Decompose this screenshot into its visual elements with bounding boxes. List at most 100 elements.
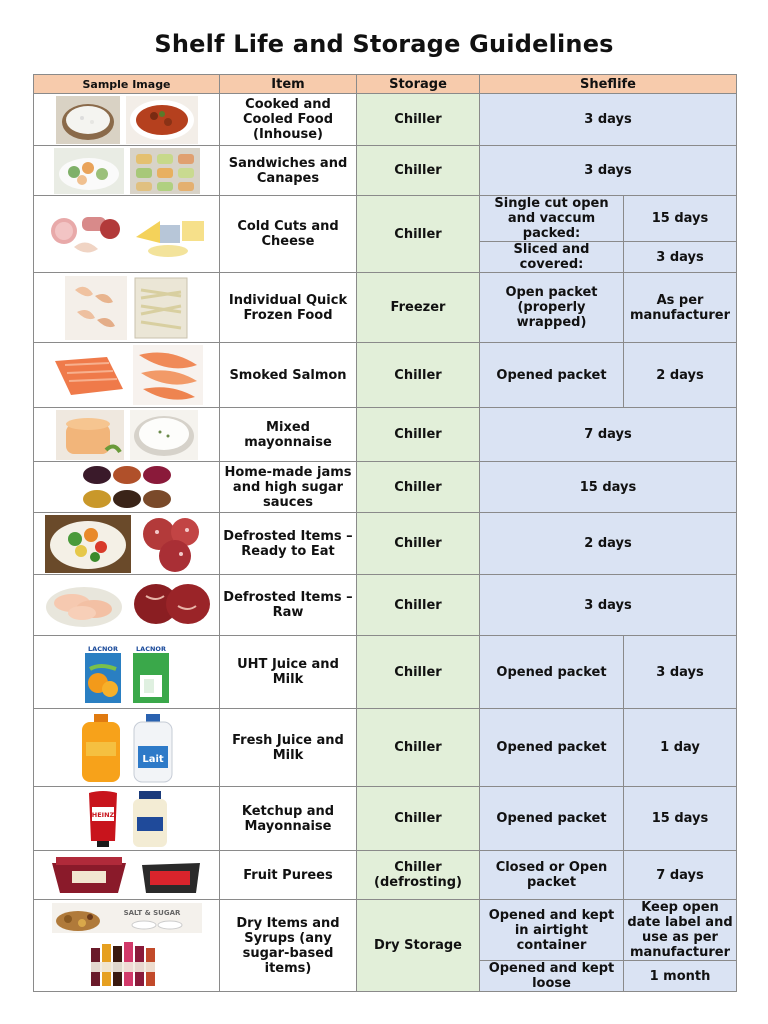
milk-carton-photo: LACNOR — [132, 643, 169, 703]
duration-value: 7 days — [623, 850, 737, 900]
storage-value: Chiller — [356, 145, 480, 196]
uht-brand-2: LACNOR — [136, 645, 166, 653]
sample-image-cell — [33, 93, 220, 146]
storage-value: Chiller — [356, 342, 480, 408]
item-name: Sandwiches and Canapes — [219, 145, 357, 196]
storage-value: Chiller — [356, 574, 480, 636]
storage-value: Freezer — [356, 272, 480, 343]
header-row: Sample Image Item Storage Sheflife — [33, 74, 737, 94]
raw-chicken-photo — [41, 579, 126, 631]
condition-value: Opened packet — [479, 708, 624, 787]
item-name: Individual Quick Frozen Food — [219, 272, 357, 343]
uht-brand-1: LACNOR — [88, 645, 118, 653]
milk-brand: Lait — [142, 754, 164, 765]
table-row: Lait Fresh Juice and Milk Chiller Opened… — [33, 708, 737, 787]
stew-bowl-photo — [125, 95, 198, 144]
sample-image-cell: HEINZ — [33, 786, 220, 851]
sample-image-cell — [33, 407, 220, 462]
salmon-fillet-photo — [50, 347, 127, 403]
header-shelflife: Sheflife — [479, 74, 737, 94]
rice-bowl-photo — [55, 95, 120, 144]
sample-image-cell: Lait — [33, 708, 220, 787]
storage-value: Chiller — [356, 407, 480, 462]
item-name: Cold Cuts and Cheese — [219, 195, 357, 273]
sample-image-cell — [33, 461, 220, 513]
puree-tub-photo — [47, 853, 130, 897]
table-row: Cold Cuts and Cheese Chiller Single cut … — [33, 195, 737, 273]
table-row: Individual Quick Frozen Food Freezer Ope… — [33, 272, 737, 343]
item-name: Defrosted Items – Ready to Eat — [219, 512, 357, 575]
sample-image-cell — [33, 342, 220, 408]
raw-beef-photo — [131, 576, 212, 634]
duration-value: As per manufacturer — [623, 272, 737, 343]
table-row: LACNOR LACNOR UHT Juice and Milk Chiller… — [33, 635, 737, 709]
storage-value: Chiller (defrosting) — [356, 850, 480, 900]
item-name: Fruit Purees — [219, 850, 357, 900]
item-name: Home-made jams and high sugar sauces — [219, 461, 357, 513]
storage-value: Chiller — [356, 635, 480, 709]
syrup-banner: SALT & SUGAR — [123, 909, 180, 917]
condition-value: Closed or Open packet — [479, 850, 624, 900]
duration-value: 3 days — [623, 635, 737, 709]
condition-value: Opened packet — [479, 635, 624, 709]
ketchup-brand: HEINZ — [91, 811, 114, 819]
sample-image-cell — [33, 512, 220, 575]
page-title: Shelf Life and Storage Guidelines — [154, 30, 614, 58]
noodle-bag-photo — [134, 277, 187, 338]
table-row: Home-made jams and high sugar sauces Chi… — [33, 461, 737, 513]
table-row: Sliced and covered: 3 days — [34, 241, 737, 273]
salad-plate-photo — [44, 514, 131, 573]
item-name: UHT Juice and Milk — [219, 635, 357, 709]
cheese-photo — [129, 207, 208, 261]
duration-value: 1 month — [623, 960, 737, 992]
sample-image-cell: SALT & SUGAR — [33, 899, 220, 992]
sample-image-cell: LACNOR LACNOR — [33, 635, 220, 709]
condition-value: Open packet (properly wrapped) — [479, 272, 624, 343]
mayo-dip-photo — [55, 409, 124, 460]
condition-value: Single cut open and vaccum packed: — [479, 195, 624, 242]
duration-value: 2 days — [623, 342, 737, 408]
nuts-sugar-photo: SALT & SUGAR — [51, 903, 202, 933]
table-row: Defrosted Items – Ready to Eat Chiller 2… — [33, 512, 737, 575]
item-name: Mixed mayonnaise — [219, 407, 357, 462]
mayo-jar-photo — [132, 790, 167, 847]
condition-value: Opened packet — [479, 342, 624, 408]
item-name: Dry Items and Syrups (any sugar-based it… — [219, 899, 357, 992]
storage-value: Chiller — [356, 786, 480, 851]
storage-value: Chiller — [356, 93, 480, 146]
canape-tray-photo — [129, 147, 200, 194]
duration-value: 15 days — [623, 786, 737, 851]
duration-value: 3 days — [623, 241, 737, 273]
table-row: Cooked and Cooled Food (Inhouse) Chiller… — [33, 93, 737, 146]
salami-photo — [136, 513, 209, 574]
ketchup-bottle-photo: HEINZ — [88, 790, 117, 847]
condition-value: Sliced and covered: — [479, 241, 624, 273]
duration-value: 1 day — [623, 708, 737, 787]
item-name: Cooked and Cooled Food (Inhouse) — [219, 93, 357, 146]
header-storage: Storage — [356, 74, 480, 94]
duration-value: Keep open date label and use as per manu… — [623, 899, 737, 961]
storage-value: Chiller — [356, 195, 480, 273]
sample-image-cell — [33, 195, 220, 273]
juice-carton-photo: LACNOR — [84, 643, 121, 703]
item-name: Ketchup and Mayonnaise — [219, 786, 357, 851]
table-row: Opened and kept loose 1 month — [34, 960, 737, 992]
storage-value: Dry Storage — [356, 899, 480, 992]
sample-image-cell — [33, 272, 220, 343]
jam-bowls-photo — [74, 463, 179, 511]
header-sample-image: Sample Image — [33, 74, 220, 94]
condition-value: Opened and kept in airtight container — [479, 899, 624, 961]
sample-image-cell — [33, 574, 220, 636]
table-row: Smoked Salmon Chiller Opened packet 2 da… — [33, 342, 737, 408]
header-item: Item — [219, 74, 357, 94]
orange-juice-bottle-photo — [81, 713, 120, 782]
milk-jug-photo: Lait — [133, 713, 172, 782]
table-row: Sandwiches and Canapes Chiller 3 days — [33, 145, 737, 196]
shrimp-bag-photo — [64, 275, 127, 340]
storage-value: Chiller — [356, 708, 480, 787]
item-name: Smoked Salmon — [219, 342, 357, 408]
condition-value: Opened and kept loose — [479, 960, 624, 992]
table-row: Defrosted Items – Raw Chiller 3 days — [33, 574, 737, 636]
item-name: Fresh Juice and Milk — [219, 708, 357, 787]
shelflife-value: 15 days — [479, 461, 737, 513]
